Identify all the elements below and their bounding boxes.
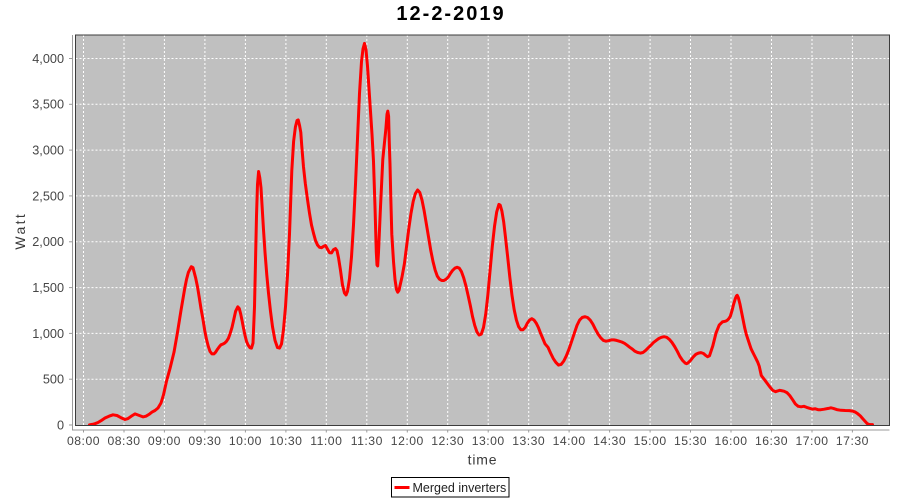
svg-text:08:30: 08:30 — [108, 434, 141, 448]
svg-text:3,000: 3,000 — [32, 144, 64, 158]
svg-text:10:00: 10:00 — [229, 434, 262, 448]
svg-text:Merged inverters: Merged inverters — [413, 481, 507, 495]
svg-text:16:30: 16:30 — [755, 434, 788, 448]
svg-text:4,000: 4,000 — [32, 52, 64, 66]
svg-text:12-2-2019: 12-2-2019 — [396, 3, 505, 25]
svg-text:14:00: 14:00 — [553, 434, 586, 448]
svg-text:15:00: 15:00 — [634, 434, 667, 448]
svg-text:17:00: 17:00 — [796, 434, 829, 448]
svg-text:500: 500 — [43, 373, 64, 387]
svg-text:11:00: 11:00 — [310, 434, 342, 448]
svg-text:09:00: 09:00 — [148, 434, 181, 448]
svg-text:1,500: 1,500 — [32, 281, 64, 295]
svg-text:11:30: 11:30 — [351, 434, 383, 448]
svg-text:time: time — [468, 452, 498, 468]
svg-text:1,000: 1,000 — [32, 327, 64, 341]
svg-text:12:30: 12:30 — [431, 434, 464, 448]
svg-text:09:30: 09:30 — [188, 434, 221, 448]
svg-text:10:30: 10:30 — [269, 434, 302, 448]
svg-text:0: 0 — [57, 418, 64, 432]
svg-text:17:30: 17:30 — [836, 434, 869, 448]
svg-text:14:30: 14:30 — [593, 434, 626, 448]
svg-text:16:00: 16:00 — [715, 434, 748, 448]
svg-text:15:30: 15:30 — [674, 434, 707, 448]
svg-text:08:00: 08:00 — [67, 434, 100, 448]
svg-text:2,500: 2,500 — [32, 189, 64, 203]
svg-text:2,000: 2,000 — [32, 235, 64, 249]
svg-text:13:00: 13:00 — [472, 434, 505, 448]
svg-text:12:00: 12:00 — [391, 434, 424, 448]
svg-text:3,500: 3,500 — [32, 98, 64, 112]
svg-text:13:30: 13:30 — [512, 434, 545, 448]
svg-text:Watt: Watt — [12, 212, 28, 250]
